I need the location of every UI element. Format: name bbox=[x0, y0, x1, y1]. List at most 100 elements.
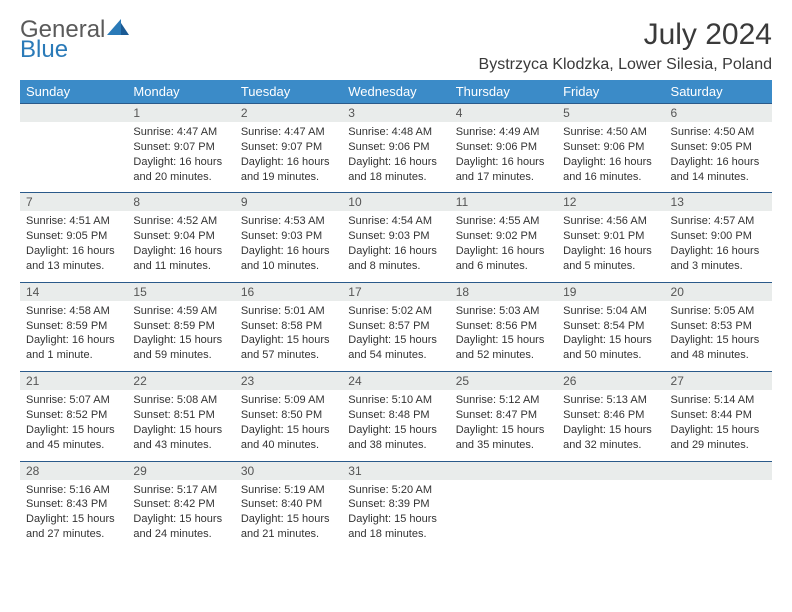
weekday-header: Monday bbox=[127, 80, 234, 104]
day-body: Sunrise: 5:02 AMSunset: 8:57 PMDaylight:… bbox=[342, 301, 449, 371]
calendar-cell: 21Sunrise: 5:07 AMSunset: 8:52 PMDayligh… bbox=[20, 372, 127, 461]
day-body: Sunrise: 4:49 AMSunset: 9:06 PMDaylight:… bbox=[450, 122, 557, 192]
day-body: Sunrise: 5:12 AMSunset: 8:47 PMDaylight:… bbox=[450, 390, 557, 460]
calendar-cell: 8Sunrise: 4:52 AMSunset: 9:04 PMDaylight… bbox=[127, 193, 234, 282]
day-number: 22 bbox=[127, 372, 234, 390]
day-body: Sunrise: 5:17 AMSunset: 8:42 PMDaylight:… bbox=[127, 480, 234, 550]
calendar-cell: 23Sunrise: 5:09 AMSunset: 8:50 PMDayligh… bbox=[235, 372, 342, 461]
day-number: 11 bbox=[450, 193, 557, 211]
weekday-header: Sunday bbox=[20, 80, 127, 104]
day-number: 20 bbox=[665, 283, 772, 301]
calendar-cell: 30Sunrise: 5:19 AMSunset: 8:40 PMDayligh… bbox=[235, 461, 342, 550]
day-body: Sunrise: 5:13 AMSunset: 8:46 PMDaylight:… bbox=[557, 390, 664, 460]
calendar-cell: 15Sunrise: 4:59 AMSunset: 8:59 PMDayligh… bbox=[127, 282, 234, 371]
calendar-cell: 14Sunrise: 4:58 AMSunset: 8:59 PMDayligh… bbox=[20, 282, 127, 371]
calendar-cell: 19Sunrise: 5:04 AMSunset: 8:54 PMDayligh… bbox=[557, 282, 664, 371]
calendar-cell: 25Sunrise: 5:12 AMSunset: 8:47 PMDayligh… bbox=[450, 372, 557, 461]
day-number: 13 bbox=[665, 193, 772, 211]
day-body bbox=[450, 480, 557, 491]
calendar-cell: 4Sunrise: 4:49 AMSunset: 9:06 PMDaylight… bbox=[450, 104, 557, 193]
calendar-body: 1Sunrise: 4:47 AMSunset: 9:07 PMDaylight… bbox=[20, 104, 772, 550]
calendar-cell: 20Sunrise: 5:05 AMSunset: 8:53 PMDayligh… bbox=[665, 282, 772, 371]
day-body: Sunrise: 4:53 AMSunset: 9:03 PMDaylight:… bbox=[235, 211, 342, 281]
location-text: Bystrzyca Klodzka, Lower Silesia, Poland bbox=[479, 56, 772, 74]
day-number: 24 bbox=[342, 372, 449, 390]
calendar-cell: 28Sunrise: 5:16 AMSunset: 8:43 PMDayligh… bbox=[20, 461, 127, 550]
day-number: 6 bbox=[665, 104, 772, 122]
day-number: 28 bbox=[20, 462, 127, 480]
weekday-header: Saturday bbox=[665, 80, 772, 104]
calendar-cell: 6Sunrise: 4:50 AMSunset: 9:05 PMDaylight… bbox=[665, 104, 772, 193]
header: GeneralBlue July 2024 Bystrzyca Klodzka,… bbox=[20, 18, 772, 74]
month-title: July 2024 bbox=[479, 18, 772, 52]
day-number bbox=[557, 462, 664, 480]
day-body: Sunrise: 5:01 AMSunset: 8:58 PMDaylight:… bbox=[235, 301, 342, 371]
day-number bbox=[665, 462, 772, 480]
day-number: 30 bbox=[235, 462, 342, 480]
day-number: 10 bbox=[342, 193, 449, 211]
calendar-table: SundayMondayTuesdayWednesdayThursdayFrid… bbox=[20, 80, 772, 550]
weekday-header: Tuesday bbox=[235, 80, 342, 104]
day-body: Sunrise: 5:10 AMSunset: 8:48 PMDaylight:… bbox=[342, 390, 449, 460]
calendar-week: 28Sunrise: 5:16 AMSunset: 8:43 PMDayligh… bbox=[20, 461, 772, 550]
day-number: 9 bbox=[235, 193, 342, 211]
day-number: 7 bbox=[20, 193, 127, 211]
day-body: Sunrise: 5:09 AMSunset: 8:50 PMDaylight:… bbox=[235, 390, 342, 460]
weekday-header: Wednesday bbox=[342, 80, 449, 104]
day-number: 8 bbox=[127, 193, 234, 211]
calendar-cell: 7Sunrise: 4:51 AMSunset: 9:05 PMDaylight… bbox=[20, 193, 127, 282]
day-body bbox=[665, 480, 772, 491]
brand-triangle-icon bbox=[107, 16, 129, 40]
calendar-cell bbox=[557, 461, 664, 550]
day-body: Sunrise: 4:47 AMSunset: 9:07 PMDaylight:… bbox=[127, 122, 234, 192]
calendar-week: 21Sunrise: 5:07 AMSunset: 8:52 PMDayligh… bbox=[20, 372, 772, 461]
day-body: Sunrise: 4:51 AMSunset: 9:05 PMDaylight:… bbox=[20, 211, 127, 281]
day-body: Sunrise: 5:14 AMSunset: 8:44 PMDaylight:… bbox=[665, 390, 772, 460]
day-body: Sunrise: 4:58 AMSunset: 8:59 PMDaylight:… bbox=[20, 301, 127, 371]
day-number: 14 bbox=[20, 283, 127, 301]
day-number: 31 bbox=[342, 462, 449, 480]
day-body: Sunrise: 4:48 AMSunset: 9:06 PMDaylight:… bbox=[342, 122, 449, 192]
calendar-cell: 5Sunrise: 4:50 AMSunset: 9:06 PMDaylight… bbox=[557, 104, 664, 193]
day-number bbox=[450, 462, 557, 480]
day-number: 2 bbox=[235, 104, 342, 122]
day-body: Sunrise: 5:05 AMSunset: 8:53 PMDaylight:… bbox=[665, 301, 772, 371]
day-number: 17 bbox=[342, 283, 449, 301]
day-number: 1 bbox=[127, 104, 234, 122]
day-number bbox=[20, 104, 127, 122]
calendar-head: SundayMondayTuesdayWednesdayThursdayFrid… bbox=[20, 80, 772, 104]
calendar-cell: 29Sunrise: 5:17 AMSunset: 8:42 PMDayligh… bbox=[127, 461, 234, 550]
day-body: Sunrise: 4:50 AMSunset: 9:05 PMDaylight:… bbox=[665, 122, 772, 192]
day-number: 4 bbox=[450, 104, 557, 122]
calendar-cell: 17Sunrise: 5:02 AMSunset: 8:57 PMDayligh… bbox=[342, 282, 449, 371]
day-body: Sunrise: 5:04 AMSunset: 8:54 PMDaylight:… bbox=[557, 301, 664, 371]
calendar-week: 14Sunrise: 4:58 AMSunset: 8:59 PMDayligh… bbox=[20, 282, 772, 371]
day-body: Sunrise: 4:54 AMSunset: 9:03 PMDaylight:… bbox=[342, 211, 449, 281]
day-number: 16 bbox=[235, 283, 342, 301]
calendar-cell: 10Sunrise: 4:54 AMSunset: 9:03 PMDayligh… bbox=[342, 193, 449, 282]
day-body: Sunrise: 4:50 AMSunset: 9:06 PMDaylight:… bbox=[557, 122, 664, 192]
calendar-cell: 1Sunrise: 4:47 AMSunset: 9:07 PMDaylight… bbox=[127, 104, 234, 193]
day-number: 26 bbox=[557, 372, 664, 390]
brand-logo: GeneralBlue bbox=[20, 18, 129, 62]
day-body: Sunrise: 5:03 AMSunset: 8:56 PMDaylight:… bbox=[450, 301, 557, 371]
title-block: July 2024 Bystrzyca Klodzka, Lower Siles… bbox=[479, 18, 772, 74]
day-body: Sunrise: 4:57 AMSunset: 9:00 PMDaylight:… bbox=[665, 211, 772, 281]
day-body: Sunrise: 5:07 AMSunset: 8:52 PMDaylight:… bbox=[20, 390, 127, 460]
day-body bbox=[20, 122, 127, 133]
day-body: Sunrise: 4:59 AMSunset: 8:59 PMDaylight:… bbox=[127, 301, 234, 371]
calendar-cell: 26Sunrise: 5:13 AMSunset: 8:46 PMDayligh… bbox=[557, 372, 664, 461]
day-number: 15 bbox=[127, 283, 234, 301]
calendar-cell bbox=[20, 104, 127, 193]
calendar-cell: 11Sunrise: 4:55 AMSunset: 9:02 PMDayligh… bbox=[450, 193, 557, 282]
day-body: Sunrise: 4:47 AMSunset: 9:07 PMDaylight:… bbox=[235, 122, 342, 192]
calendar-cell: 2Sunrise: 4:47 AMSunset: 9:07 PMDaylight… bbox=[235, 104, 342, 193]
day-number: 19 bbox=[557, 283, 664, 301]
calendar-cell: 22Sunrise: 5:08 AMSunset: 8:51 PMDayligh… bbox=[127, 372, 234, 461]
day-body: Sunrise: 5:20 AMSunset: 8:39 PMDaylight:… bbox=[342, 480, 449, 550]
calendar-week: 7Sunrise: 4:51 AMSunset: 9:05 PMDaylight… bbox=[20, 193, 772, 282]
day-body: Sunrise: 5:19 AMSunset: 8:40 PMDaylight:… bbox=[235, 480, 342, 550]
calendar-week: 1Sunrise: 4:47 AMSunset: 9:07 PMDaylight… bbox=[20, 104, 772, 193]
day-number: 27 bbox=[665, 372, 772, 390]
day-number: 21 bbox=[20, 372, 127, 390]
